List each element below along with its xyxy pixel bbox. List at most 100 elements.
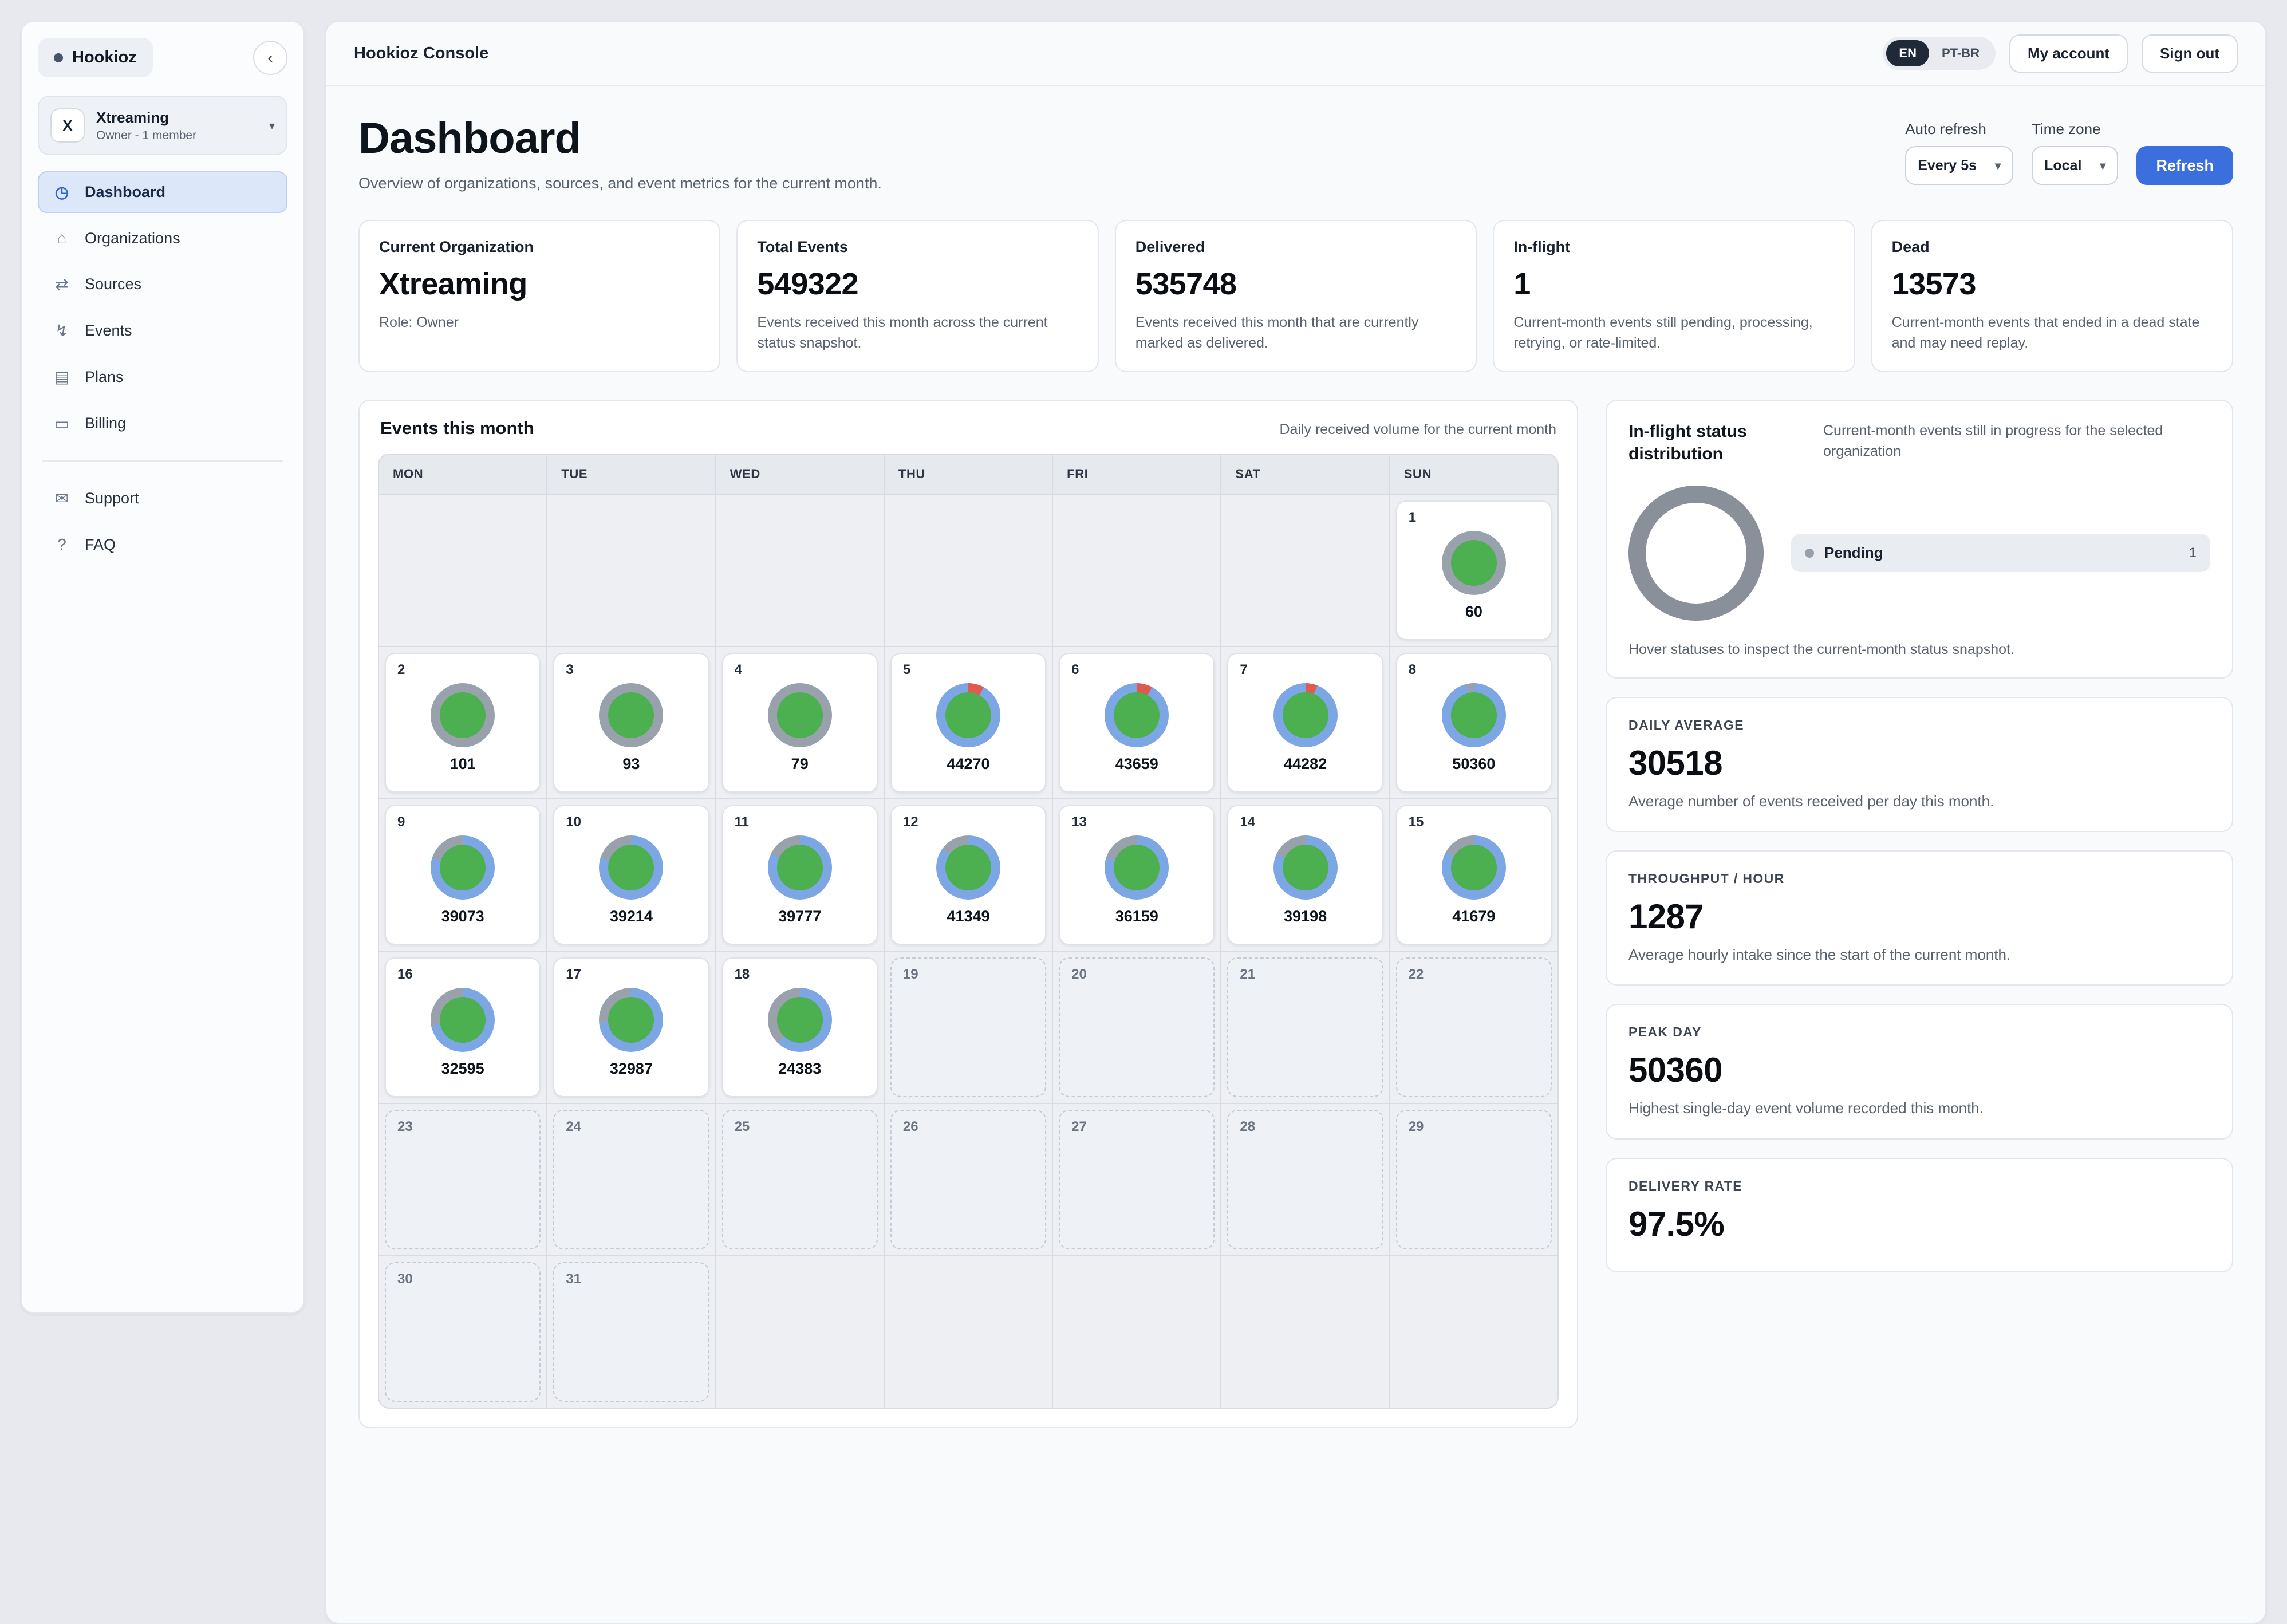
stat-card-current-organization: Current Organization Xtreaming Role: Owner <box>358 220 721 372</box>
calendar-day-future: 21 <box>1227 957 1383 1097</box>
calendar-day[interactable]: 10 39214 <box>553 805 709 945</box>
sign-out-button[interactable]: Sign out <box>2142 34 2238 73</box>
donut-center <box>1114 692 1160 738</box>
donut-center <box>776 997 823 1043</box>
sidebar-item-events[interactable]: ↯ Events <box>38 310 287 352</box>
stat-cards-row: Current Organization Xtreaming Role: Owner… <box>358 220 2233 372</box>
day-number: 17 <box>566 966 581 982</box>
calendar-cell: 25 <box>716 1103 884 1255</box>
calendar-day[interactable]: 2 101 <box>385 652 541 793</box>
donut-center <box>1114 845 1160 890</box>
sidebar-collapse-button[interactable]: ‹ <box>253 40 287 75</box>
calendar-day[interactable]: 1 60 <box>1395 500 1552 640</box>
donut-center <box>945 845 991 890</box>
calendar-day[interactable]: 18 24383 <box>721 957 878 1097</box>
inflight-donut-chart[interactable] <box>1628 485 1764 621</box>
sidebar-item-sources[interactable]: ⇄ Sources <box>38 263 287 305</box>
day-donut-chart <box>431 683 495 747</box>
inflight-body: Pending 1 <box>1628 485 2210 621</box>
my-account-button[interactable]: My account <box>2009 34 2128 73</box>
day-number: 3 <box>566 661 574 677</box>
stat-card-value: 13573 <box>1891 267 1977 301</box>
calendar-day[interactable]: 11 39777 <box>721 805 878 945</box>
sidebar-item-billing[interactable]: ▭ Billing <box>38 403 287 444</box>
sidebar-item-label: Events <box>85 322 132 339</box>
brand-name: Hookioz <box>72 48 137 66</box>
calendar-day[interactable]: 8 50360 <box>1395 652 1552 793</box>
stat-card-delivered: Delivered 535748 Events received this mont… <box>1114 220 1477 372</box>
calendar-day-future: 24 <box>553 1109 709 1249</box>
stat-card-value: 1 <box>1513 267 1531 301</box>
sidebar-item-organizations[interactable]: ⌂ Organizations <box>38 218 287 259</box>
stat-card-value: 549322 <box>757 267 858 301</box>
calendar-day[interactable]: 13 36159 <box>1059 805 1215 945</box>
weekday-header: WED <box>716 454 884 494</box>
calendar-cell: 2 101 <box>379 647 547 798</box>
legend-item-pending[interactable]: Pending 1 <box>1791 534 2210 572</box>
building-icon: ⌂ <box>57 229 67 247</box>
auto-refresh-select[interactable]: Every 5s ▾ <box>1905 146 2014 185</box>
day-donut-chart <box>431 988 495 1052</box>
calendar-day[interactable]: 6 43659 <box>1059 652 1215 793</box>
refresh-button[interactable]: Refresh <box>2136 146 2233 185</box>
inflight-distribution-card: In-flight status distribution Current-mo… <box>1606 399 2233 679</box>
day-number: 15 <box>1408 814 1424 830</box>
day-donut-chart <box>767 835 832 900</box>
sidebar-item-dashboard[interactable]: ◷ Dashboard <box>38 171 287 213</box>
calendar-cell: 4 79 <box>716 647 884 798</box>
calendar-day[interactable]: 4 79 <box>721 652 878 793</box>
day-value: 93 <box>622 755 640 772</box>
sidebar-item-faq[interactable]: ? FAQ <box>38 524 287 565</box>
legend-label: Pending <box>1824 544 1883 561</box>
time-zone-value: Local <box>2044 157 2082 174</box>
stat-card-value: 535748 <box>1135 267 1237 301</box>
donut-center <box>1450 845 1497 890</box>
calendar-day[interactable]: 12 41349 <box>890 805 1047 945</box>
calendar-day[interactable]: 5 44270 <box>890 652 1047 793</box>
weekday-header: THU <box>884 454 1052 494</box>
page-title: Dashboard <box>358 114 581 163</box>
sidebar-item-label: Plans <box>85 368 124 385</box>
calendar-day[interactable]: 14 39198 <box>1227 805 1383 945</box>
calendar-day[interactable]: 7 44282 <box>1227 652 1383 793</box>
calendar-empty-cell <box>1053 1256 1221 1408</box>
calendar-empty-cell <box>716 494 884 646</box>
calendar-day[interactable]: 16 32595 <box>385 957 541 1097</box>
calendar-day[interactable]: 9 39073 <box>385 805 541 945</box>
card-icon: ▭ <box>54 415 70 432</box>
calendar-day[interactable]: 3 93 <box>553 652 709 793</box>
day-number: 12 <box>902 814 918 830</box>
calendar-day[interactable]: 17 32987 <box>553 957 709 1097</box>
calendar-cell: 29 <box>1390 1103 1557 1255</box>
day-number: 2 <box>397 661 405 677</box>
lang-en-button[interactable]: EN <box>1886 40 1929 66</box>
sidebar-item-support[interactable]: ✉ Support <box>38 478 287 519</box>
stat-card-label: Dead <box>1891 238 1930 255</box>
stat-card-value: Xtreaming <box>379 267 527 301</box>
sidebar-item-label: Dashboard <box>85 183 166 200</box>
calendar-cell: 19 <box>884 951 1052 1103</box>
day-donut-chart <box>1105 835 1169 900</box>
calendar-cell: 26 <box>884 1103 1052 1255</box>
calendar-cell: 6 43659 <box>1053 647 1221 798</box>
day-number: 24 <box>566 1118 581 1134</box>
topbar: Hookioz Console EN PT-BR My account Sign… <box>326 22 2265 86</box>
day-value: 60 <box>1465 603 1482 620</box>
metric-card-description: Average number of events received per da… <box>1628 792 1994 810</box>
calendar-day[interactable]: 15 41679 <box>1395 805 1552 945</box>
org-switcher[interactable]: X Xtreaming Owner - 1 member ▾ <box>38 96 287 155</box>
donut-center <box>440 997 486 1043</box>
calendar-cell: 17 32987 <box>547 951 715 1103</box>
donut-center <box>608 997 654 1043</box>
donut-center <box>608 692 654 738</box>
day-value: 44282 <box>1284 755 1327 772</box>
day-number: 19 <box>902 966 918 982</box>
time-zone-select[interactable]: Local ▾ <box>2032 146 2119 185</box>
sidebar-item-plans[interactable]: ▤ Plans <box>38 356 287 398</box>
day-number: 14 <box>1240 814 1256 830</box>
donut-center <box>440 845 486 890</box>
sidebar-item-label: Organizations <box>85 229 180 247</box>
sidebar-nav: ◷ Dashboard ⌂ Organizations ⇄ Sources ↯ Events ▤… <box>38 171 287 444</box>
day-donut-chart <box>1441 835 1506 900</box>
lang-ptbr-button[interactable]: PT-BR <box>1941 46 1980 60</box>
